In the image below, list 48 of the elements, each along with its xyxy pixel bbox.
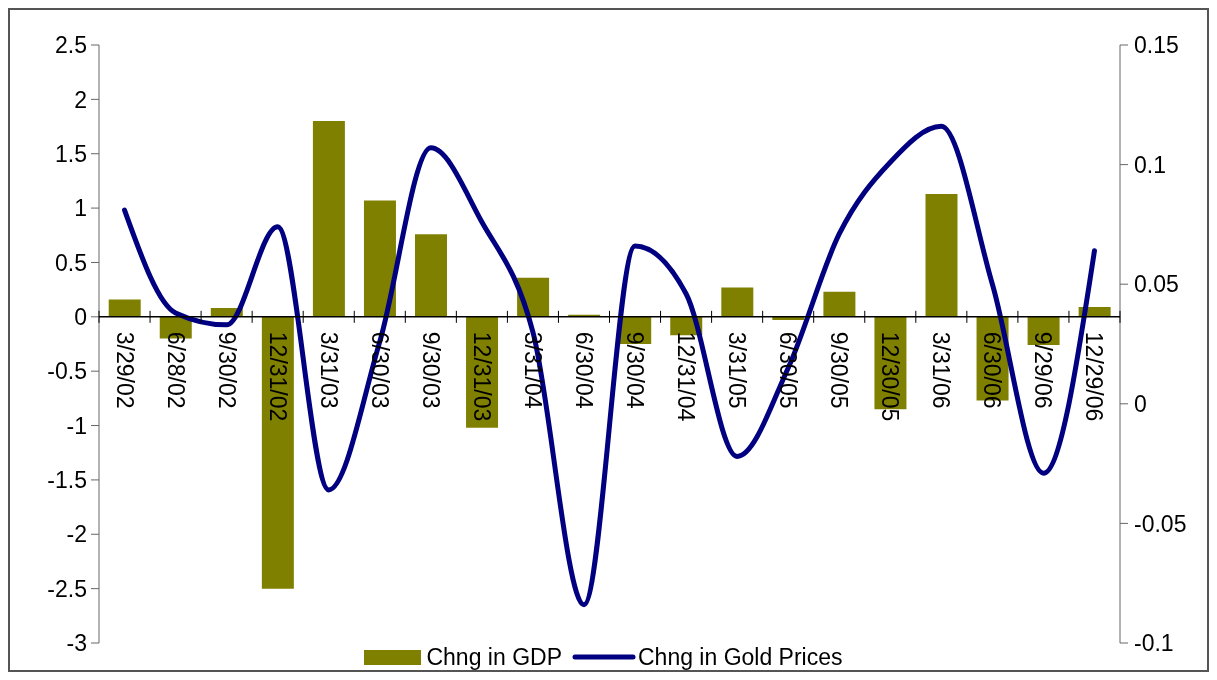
bar xyxy=(363,200,396,317)
bar xyxy=(312,121,345,317)
x-tick-label: 6/30/06 xyxy=(979,331,1006,409)
y-tick-label: 1 xyxy=(74,195,87,222)
x-tick-label: 6/30/05 xyxy=(775,331,802,409)
legend-label: Chng in GDP xyxy=(426,643,562,671)
x-tick-label: 3/31/06 xyxy=(928,331,955,409)
y-tick-label: -3 xyxy=(66,630,87,657)
x-tick-label: 6/30/04 xyxy=(570,331,597,409)
x-tick-label: 6/28/02 xyxy=(162,331,189,409)
y2-tick-label: 0.1 xyxy=(1134,151,1166,178)
bar xyxy=(415,234,447,317)
x-tick-label: 9/30/03 xyxy=(417,331,444,409)
y-tick-label: 2.5 xyxy=(55,32,87,59)
bar xyxy=(261,316,294,589)
bar xyxy=(108,299,141,317)
x-tick-label: 3/29/02 xyxy=(111,331,138,409)
x-tick-label: 12/31/02 xyxy=(264,331,291,422)
bar xyxy=(721,287,754,317)
x-tick-label: 3/31/03 xyxy=(315,331,342,409)
y2-tick-label: 0.05 xyxy=(1134,271,1179,298)
y-tick-label: -0.5 xyxy=(47,358,87,385)
x-tick-label: 12/30/05 xyxy=(877,331,904,422)
x-tick-label: 6/30/03 xyxy=(366,331,393,409)
x-tick-label: 9/30/05 xyxy=(826,331,853,409)
bar xyxy=(823,291,856,317)
x-tick-label: 12/31/04 xyxy=(673,331,700,422)
y2-tick-label: 0.15 xyxy=(1134,32,1179,59)
y-tick-label: 0 xyxy=(74,303,87,330)
x-tick-label: 3/31/04 xyxy=(519,331,546,409)
x-tick-label: 12/29/06 xyxy=(1081,331,1108,422)
y-tick-label: -2.5 xyxy=(47,575,87,602)
y-tick-label: -1.5 xyxy=(47,467,87,494)
y-tick-label: -2 xyxy=(66,521,87,548)
x-tick-label: 3/31/05 xyxy=(724,331,751,409)
y2-tick-label: -0.1 xyxy=(1134,630,1174,657)
y2-tick-label: -0.05 xyxy=(1134,510,1187,537)
x-tick-label: 9/29/06 xyxy=(1030,331,1057,409)
legend-label: Chng in Gold Prices xyxy=(637,643,843,671)
y2-tick-label: 0 xyxy=(1134,390,1147,417)
x-tick-label: 9/30/04 xyxy=(622,331,649,409)
y-tick-label: 2 xyxy=(74,86,87,113)
x-tick-label: 12/31/03 xyxy=(468,331,495,422)
bar xyxy=(925,193,958,317)
x-tick-label: 9/30/02 xyxy=(213,331,240,409)
y-tick-label: 1.5 xyxy=(55,140,87,167)
y-tick-label: -1 xyxy=(66,412,87,439)
y-tick-label: 0.5 xyxy=(55,249,87,276)
